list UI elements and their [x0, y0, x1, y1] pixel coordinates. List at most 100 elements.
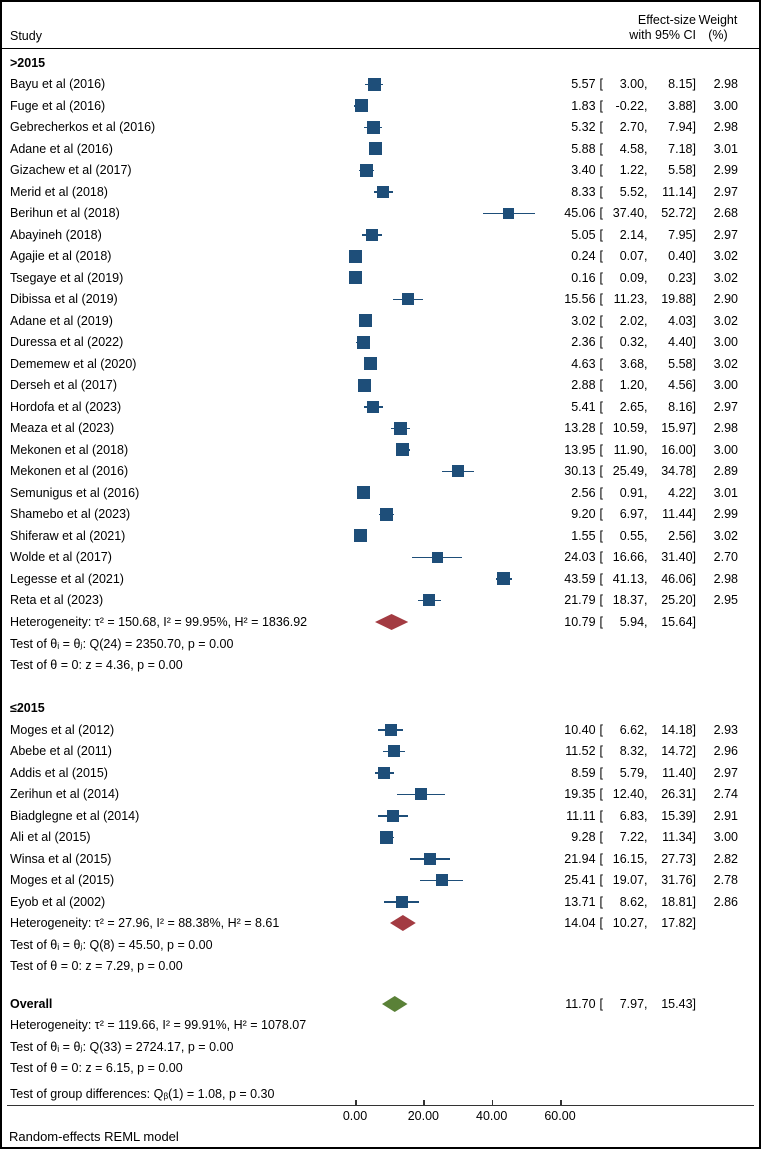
study-label: Adane et al (2016): [10, 141, 113, 156]
study-row: Addis et al (2015) 8.59[5.79, 11.40] 2.97: [2, 762, 759, 784]
plot-area: [355, 719, 560, 741]
effect-square-marker: [380, 830, 394, 844]
ci-number: ]: [692, 744, 696, 759]
ci-number: ]: [692, 485, 696, 500]
study-label: Abebe et al (2011): [10, 744, 112, 759]
ci-number: ,: [644, 894, 648, 909]
ci-number: [: [599, 507, 604, 522]
study-label: Derseh et al (2017): [10, 378, 118, 393]
ci-number: 0.32: [619, 335, 645, 350]
weight-value: 2.99: [713, 507, 738, 522]
ci-number: 27.73: [661, 851, 693, 866]
axis-line: [7, 1105, 754, 1106]
ci-number: 25.20: [661, 593, 693, 608]
study-row: Adane et al (2019) 3.02[2.02, 4.03] 3.02: [2, 310, 759, 332]
effect-ci-value: 45.06[37.40, 52.72]: [558, 203, 696, 225]
ci-number: ]: [692, 593, 696, 608]
study-column-header: Study: [10, 29, 42, 43]
plot-area: [355, 181, 560, 203]
ci-number: 15.43: [661, 996, 693, 1011]
study-label: Gizachew et al (2017): [10, 163, 132, 178]
ci-number: 5.52: [619, 184, 645, 199]
study-row: Meaza et al (2023) 13.28[10.59, 15.97] 2.98: [2, 418, 759, 440]
plot-area: [355, 461, 560, 483]
test-row: Test of θ = 0: z = 4.36, p = 0.00: [2, 654, 759, 676]
x-axis: 0.00 20.00 40.00 60.00: [2, 1100, 759, 1131]
ci-number: ]: [692, 141, 696, 156]
ci-number: [: [599, 206, 604, 221]
ci-number: 52.72: [661, 206, 693, 221]
axis-tick: [560, 1100, 562, 1105]
effect-ci-value: 13.95[11.90, 16.00]: [558, 439, 696, 461]
ci-number: ]: [692, 184, 696, 199]
weight-value: 3.00: [713, 378, 738, 393]
ci-number: 3.02: [571, 313, 596, 328]
ci-number: 6.97: [619, 507, 645, 522]
ci-number: [: [599, 851, 604, 866]
study-row: Abayineh (2018) 5.05[2.14, 7.95] 2.97: [2, 224, 759, 246]
ci-number: ,: [644, 399, 648, 414]
ci-number: ]: [692, 399, 696, 414]
plot-area: [355, 848, 560, 870]
ci-number: ]: [692, 98, 696, 113]
ci-number: [: [599, 996, 604, 1011]
ci-number: 31.76: [661, 873, 693, 888]
study-label: Adane et al (2019): [10, 313, 113, 328]
effect-ci-value: 11.11[6.83, 15.39]: [558, 805, 696, 827]
effect-square-marker: [451, 465, 464, 478]
ci-number: 34.78: [661, 464, 693, 479]
ci-number: ,: [644, 507, 648, 522]
plot-rows: >2015 Bayu et al (2016) 5.57[3.00, 8.15] 2.9…: [2, 48, 759, 1105]
ci-number: ,: [644, 227, 648, 242]
ci-number: ]: [692, 851, 696, 866]
ci-number: 4.63: [571, 356, 596, 371]
ci-number: 1.55: [571, 528, 596, 543]
effect-ci-value: 0.24[0.07, 0.40]: [558, 246, 696, 268]
weight-value: 2.97: [713, 227, 738, 242]
ci-number: 16.00: [661, 442, 693, 457]
ci-number: ]: [692, 916, 696, 931]
ci-number: ,: [644, 141, 648, 156]
effect-square-marker: [367, 77, 381, 91]
ci-number: 2.56: [571, 485, 596, 500]
effect-square-marker: [435, 874, 448, 887]
ci-number: [: [599, 184, 604, 199]
effect-header-line2: with 95% CI: [629, 28, 696, 42]
ci-number: 17.82: [661, 916, 693, 931]
ci-number: ,: [644, 335, 648, 350]
ci-number: [: [599, 292, 604, 307]
plot-area: [355, 482, 560, 504]
ci-number: 1.22: [619, 163, 645, 178]
ci-number: 16.15: [612, 851, 645, 866]
ci-number: 3.00: [619, 77, 645, 92]
ci-number: ]: [692, 722, 696, 737]
effect-square-marker: [358, 314, 372, 328]
ci-number: ]: [692, 270, 696, 285]
ci-number: 2.65: [619, 399, 645, 414]
plot-area: [355, 762, 560, 784]
ci-number: 0.23: [668, 270, 693, 285]
effect-size-column-header: Effect-size with 95% CI: [558, 13, 696, 43]
study-row: Wolde et al (2017) 24.03[16.66, 31.40] 2.70: [2, 547, 759, 569]
effect-ci-value: 3.02[2.02, 4.03]: [558, 310, 696, 332]
ci-number: 11.90: [613, 442, 645, 457]
ci-number: ,: [644, 464, 648, 479]
axis-tick-label: 0.00: [342, 1109, 368, 1123]
effect-ci-value: 10.40[6.62, 14.18]: [558, 719, 696, 741]
effect-ci-value: 11.52[8.32, 14.72]: [558, 741, 696, 763]
weight-value: 2.86: [713, 894, 738, 909]
effect-ci-value: 9.20[6.97, 11.44]: [558, 504, 696, 526]
weight-value: 3.01: [713, 141, 738, 156]
effect-ci-value: 8.59[5.79, 11.40]: [558, 762, 696, 784]
ci-number: 45.06: [564, 206, 596, 221]
ci-number: [: [599, 593, 604, 608]
ci-number: 4.22: [668, 485, 693, 500]
ci-number: ,: [644, 916, 648, 931]
heterogeneity-label: Heterogeneity: τ² = 150.68, I² = 99.95%,…: [10, 614, 308, 629]
ci-number: 0.16: [571, 270, 596, 285]
test-row: Test of θᵢ = θⱼ: Q(33) = 2724.17, p = 0.…: [2, 1036, 759, 1058]
subgroup-summary-row: Heterogeneity: τ² = 27.96, I² = 88.38%, …: [2, 913, 759, 935]
effect-square-marker: [497, 572, 511, 586]
effect-square-marker: [364, 357, 378, 371]
